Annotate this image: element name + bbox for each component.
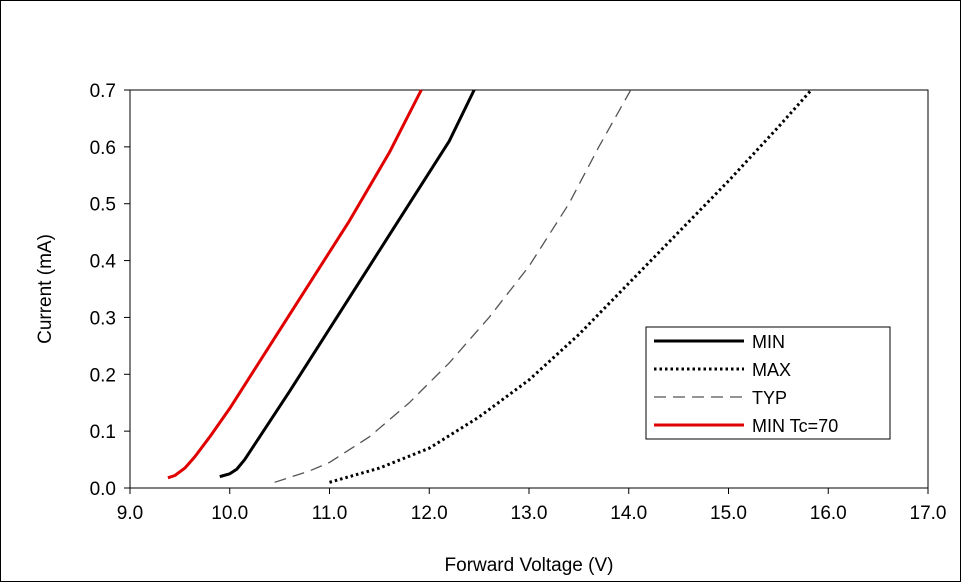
y-tick-label: 0.3 — [90, 308, 116, 329]
series-layer — [167, 89, 813, 484]
y-axis-label: Current (mA) — [35, 234, 56, 344]
x-tick-label: 13.0 — [511, 503, 548, 524]
legend-label: MIN — [752, 332, 785, 352]
x-tick-label: 12.0 — [411, 503, 448, 524]
x-tick-label: 14.0 — [610, 503, 647, 524]
y-tick-label: 0.2 — [90, 365, 116, 386]
series-line-min-tc-70 — [167, 89, 423, 480]
y-tick-label: 0.4 — [90, 252, 117, 273]
x-axis-label: Forward Voltage (V) — [445, 555, 614, 576]
y-tick-label: 0.7 — [90, 81, 116, 102]
legend-label: TYP — [752, 388, 787, 408]
y-axis-ticks: 0.0 0.1 0.2 0.3 0.4 0.5 0.6 0.7 — [90, 81, 130, 500]
x-tick-label: 17.0 — [910, 503, 947, 524]
y-tick-label: 0.6 — [90, 138, 116, 159]
series-line-min — [219, 89, 476, 479]
legend-label: MAX — [752, 360, 791, 380]
legend: MIN MAX TYP MIN Tc=70 — [645, 326, 891, 440]
x-axis-ticks: 9.0 10.0 11.0 12.0 13.0 14.0 15.0 16.0 17.0 — [117, 488, 947, 524]
series-line-typ — [274, 89, 632, 483]
y-tick-label: 0.1 — [90, 422, 116, 443]
x-tick-label: 16.0 — [810, 503, 847, 524]
legend-label: MIN Tc=70 — [752, 416, 838, 436]
x-tick-label: 11.0 — [312, 503, 348, 524]
y-tick-label: 0.0 — [90, 479, 116, 500]
x-tick-label: 15.0 — [710, 503, 747, 524]
x-tick-label: 9.0 — [117, 503, 143, 524]
x-tick-label: 10.0 — [211, 503, 248, 524]
legend-box — [645, 326, 891, 440]
y-tick-label: 0.5 — [90, 195, 116, 216]
